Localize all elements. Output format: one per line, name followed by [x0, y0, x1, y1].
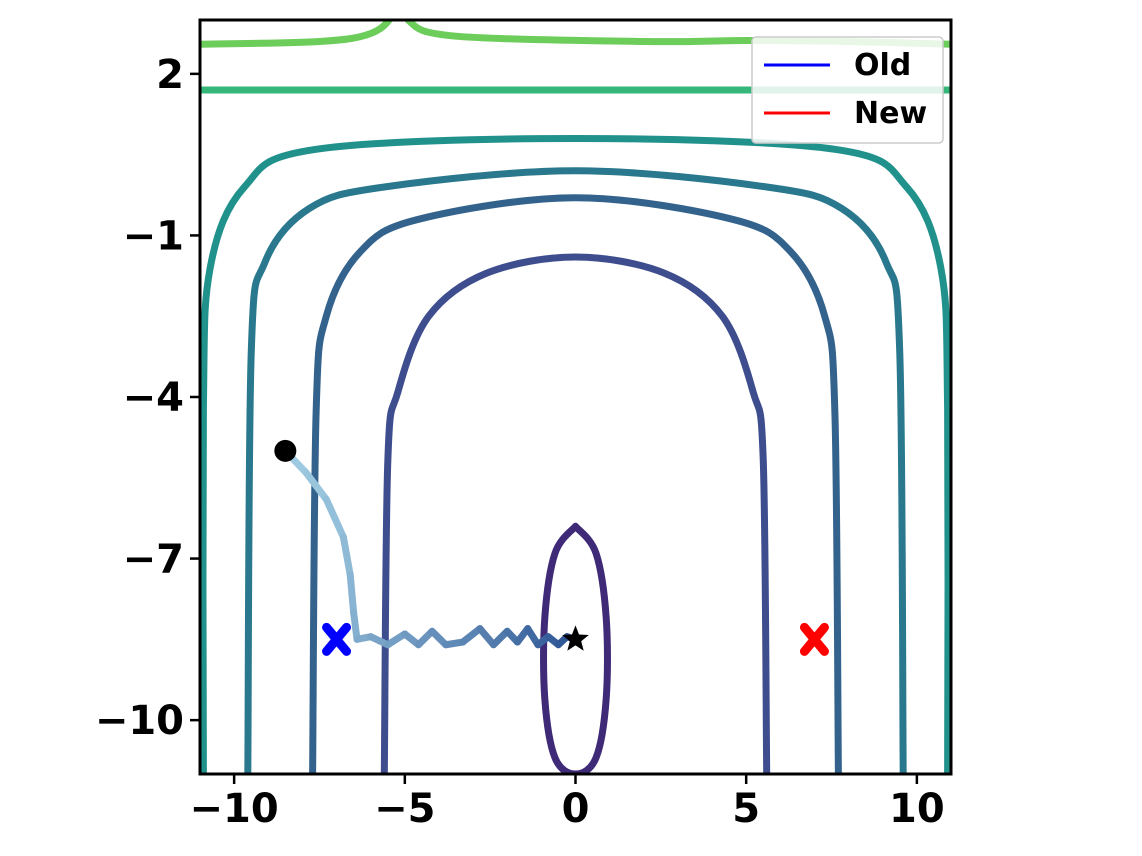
contour-level-2-1	[380, 253, 771, 774]
trajectory-segment-2	[322, 495, 347, 541]
x-tick-label: −5	[374, 786, 435, 832]
markers	[274, 439, 829, 656]
y-tick-label: −10	[95, 698, 184, 744]
legend: Old New	[751, 36, 944, 144]
new-target-marker	[799, 622, 829, 656]
y-tick-label: −7	[123, 537, 184, 583]
trajectory-segment-1	[302, 468, 330, 503]
x-tick-label: −10	[190, 786, 279, 832]
contour-level-4-3	[244, 167, 907, 774]
contour-level-5-4	[200, 135, 951, 774]
contour-level-3-2	[309, 194, 842, 774]
trajectory-segment-14	[476, 625, 498, 649]
legend-label-old: Old	[854, 48, 911, 83]
old-target-stroke-b	[322, 622, 352, 656]
y-tick-label: −4	[123, 375, 184, 421]
x-axis: −10 −5 0 5 10	[190, 774, 945, 832]
trajectory-segment-3	[339, 533, 354, 579]
y-tick-label: −1	[123, 213, 184, 259]
new-target-stroke-b	[799, 622, 829, 656]
old-target-marker	[322, 622, 352, 656]
optimum-marker	[562, 625, 589, 651]
trajectory-segment-4	[346, 571, 358, 616]
x-tick-label: 0	[562, 786, 590, 832]
y-tick-label: 2	[156, 52, 184, 98]
trajectory-segment-13	[459, 625, 484, 646]
x-tick-label: 5	[732, 786, 760, 832]
trajectory-segment-5	[350, 608, 361, 643]
legend-label-new: New	[854, 96, 927, 131]
start-marker	[274, 439, 297, 462]
contour-level-1-0	[540, 522, 611, 774]
y-axis: 2 −1 −4 −7 −10	[95, 52, 200, 744]
x-tick-label: 10	[889, 786, 945, 832]
optimization-trajectory	[281, 447, 579, 649]
